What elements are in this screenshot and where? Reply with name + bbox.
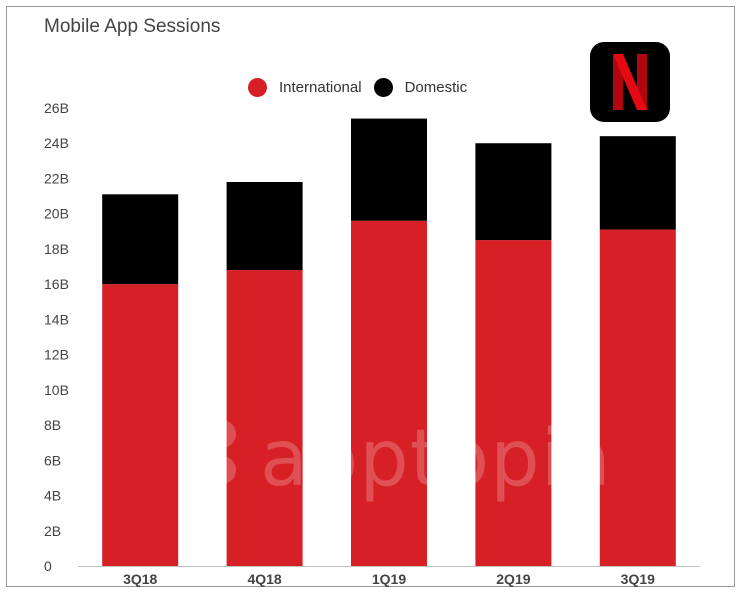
x-tick-label: 3Q18: [123, 571, 157, 587]
y-tick-label: 10B: [44, 382, 69, 398]
y-tick-label: 2B: [44, 523, 61, 539]
y-tick-label: 14B: [44, 311, 69, 327]
bar-international-3Q19: [600, 230, 676, 566]
x-tick-label: 3Q19: [621, 571, 655, 587]
netflix-n-logo: [590, 42, 670, 122]
x-tick-label: 2Q19: [496, 571, 530, 587]
y-tick-label: 0: [44, 558, 52, 574]
netflix-logo-icon: [590, 42, 670, 122]
bar-domestic-3Q19: [600, 136, 676, 229]
bar-international-3Q18: [102, 284, 178, 566]
bar-international-4Q18: [227, 270, 303, 566]
bar-domestic-4Q18: [227, 182, 303, 270]
bar-domestic-3Q18: [102, 194, 178, 284]
bar-international-2Q19: [475, 240, 551, 566]
bar-international-1Q19: [351, 221, 427, 566]
x-tick-label: 4Q18: [247, 571, 281, 587]
y-tick-label: 8B: [44, 417, 61, 433]
y-tick-label: 26B: [44, 100, 69, 116]
y-tick-label: 24B: [44, 135, 69, 151]
x-tick-label: 1Q19: [372, 571, 406, 587]
y-tick-label: 18B: [44, 241, 69, 257]
y-tick-label: 16B: [44, 276, 69, 292]
bar-domestic-1Q19: [351, 119, 427, 221]
y-tick-label: 22B: [44, 170, 69, 186]
y-tick-label: 12B: [44, 347, 69, 363]
y-tick-label: 4B: [44, 488, 61, 504]
y-tick-label: 20B: [44, 206, 69, 222]
y-tick-label: 6B: [44, 452, 61, 468]
bar-domestic-2Q19: [475, 143, 551, 240]
